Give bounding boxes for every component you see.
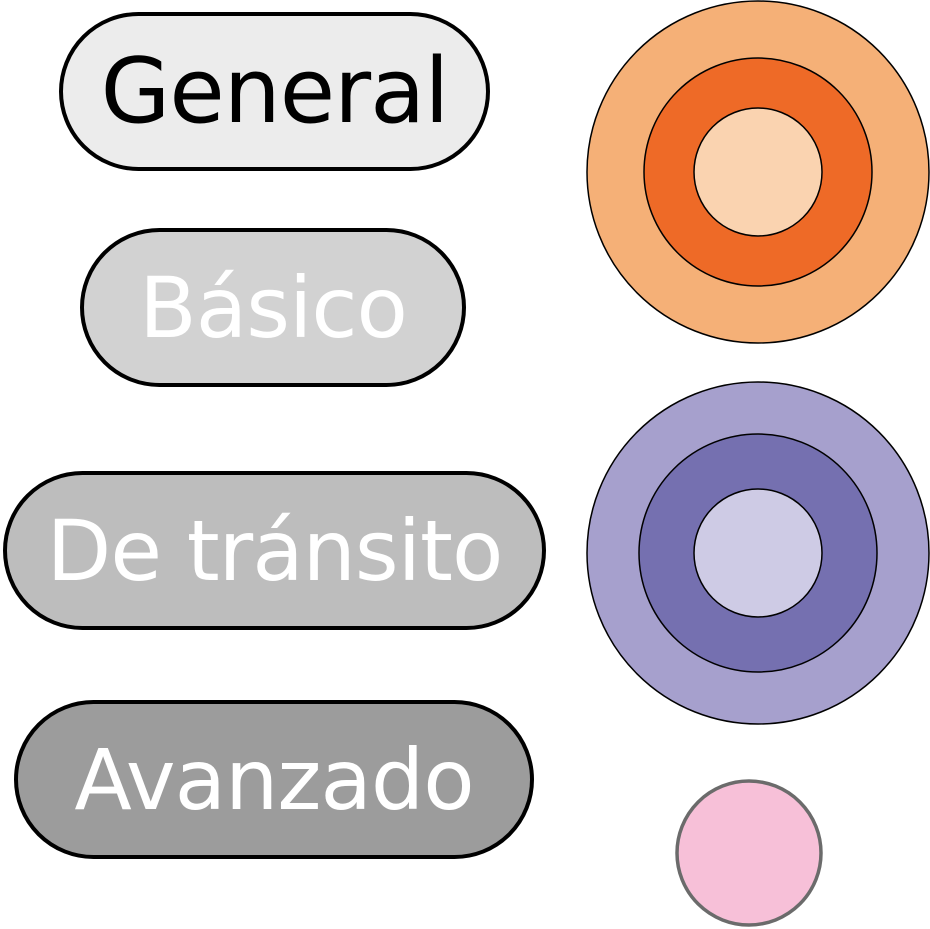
level-avanzado-label: Avanzado <box>74 730 474 829</box>
orange-inner-circle <box>693 107 823 237</box>
level-avanzado-pill: Avanzado <box>14 700 534 859</box>
level-basico-pill: Básico <box>80 228 466 387</box>
level-general-label: General <box>100 38 450 144</box>
pink-circle <box>675 779 823 927</box>
level-general-pill: General <box>59 12 490 171</box>
level-transito-label: De tránsito <box>46 501 504 600</box>
level-basico-label: Básico <box>139 258 408 357</box>
level-transito-pill: De tránsito <box>3 471 546 630</box>
purple-inner-circle <box>693 488 823 618</box>
